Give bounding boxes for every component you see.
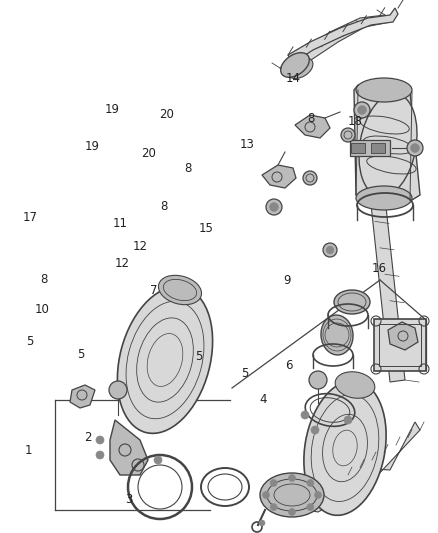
Polygon shape (262, 165, 296, 188)
Ellipse shape (304, 381, 386, 515)
Text: 10: 10 (34, 303, 49, 316)
Circle shape (357, 106, 367, 115)
Circle shape (341, 128, 355, 142)
Ellipse shape (287, 58, 313, 78)
Text: 7: 7 (149, 284, 157, 297)
Circle shape (354, 102, 370, 118)
Circle shape (262, 491, 269, 498)
Circle shape (326, 246, 334, 254)
Circle shape (96, 436, 104, 444)
Text: 5: 5 (196, 350, 203, 362)
Circle shape (410, 143, 420, 152)
Text: 5: 5 (78, 348, 85, 361)
Text: 8: 8 (185, 163, 192, 175)
Text: 20: 20 (159, 108, 174, 121)
Circle shape (323, 243, 337, 257)
Ellipse shape (356, 186, 412, 210)
Polygon shape (280, 15, 390, 78)
Text: 16: 16 (371, 262, 386, 274)
Polygon shape (345, 422, 420, 478)
Ellipse shape (281, 53, 309, 77)
Circle shape (311, 426, 319, 434)
Polygon shape (288, 8, 398, 63)
Polygon shape (388, 322, 418, 350)
Circle shape (266, 199, 282, 215)
Bar (379, 324, 421, 366)
Text: 17: 17 (22, 211, 37, 224)
Text: 15: 15 (198, 222, 213, 235)
Circle shape (270, 203, 279, 212)
Text: 5: 5 (26, 335, 33, 348)
Ellipse shape (321, 315, 353, 355)
Text: 20: 20 (141, 147, 156, 160)
Bar (350, 140, 390, 156)
Ellipse shape (260, 473, 324, 517)
Text: 4: 4 (259, 393, 267, 406)
Polygon shape (295, 115, 330, 138)
Text: 19: 19 (85, 140, 99, 153)
Text: 14: 14 (286, 72, 301, 85)
Text: 5: 5 (242, 367, 249, 379)
Text: 9: 9 (283, 274, 291, 287)
Circle shape (154, 456, 162, 464)
Circle shape (289, 508, 296, 515)
Text: 3: 3 (126, 493, 133, 506)
Text: 2: 2 (84, 431, 92, 443)
Circle shape (270, 504, 277, 511)
Circle shape (307, 504, 314, 511)
Text: 8: 8 (40, 273, 47, 286)
Polygon shape (354, 85, 420, 200)
Circle shape (307, 480, 314, 487)
Circle shape (344, 416, 352, 424)
Circle shape (309, 371, 327, 389)
Polygon shape (305, 478, 372, 512)
Polygon shape (370, 195, 405, 382)
Text: 1: 1 (25, 444, 32, 457)
Bar (351, 143, 365, 153)
Text: 6: 6 (285, 359, 293, 372)
Text: 19: 19 (104, 103, 119, 116)
Circle shape (109, 381, 127, 399)
Text: 18: 18 (347, 115, 362, 128)
Circle shape (259, 520, 265, 526)
Circle shape (407, 140, 423, 156)
Text: 12: 12 (133, 240, 148, 253)
Circle shape (301, 411, 309, 419)
Polygon shape (110, 420, 148, 475)
Text: 13: 13 (240, 139, 255, 151)
Text: 8: 8 (307, 112, 314, 125)
Ellipse shape (334, 290, 370, 314)
Circle shape (96, 451, 104, 459)
Polygon shape (70, 385, 95, 408)
Ellipse shape (335, 372, 375, 398)
Text: 12: 12 (115, 257, 130, 270)
Circle shape (270, 480, 277, 487)
Ellipse shape (359, 94, 417, 197)
Bar (374, 319, 426, 371)
Circle shape (303, 171, 317, 185)
Ellipse shape (159, 276, 201, 305)
Bar (371, 143, 385, 153)
Ellipse shape (117, 287, 212, 433)
Circle shape (289, 474, 296, 481)
Circle shape (314, 491, 321, 498)
Text: 11: 11 (113, 217, 128, 230)
Text: 8: 8 (161, 200, 168, 213)
Ellipse shape (356, 78, 412, 102)
